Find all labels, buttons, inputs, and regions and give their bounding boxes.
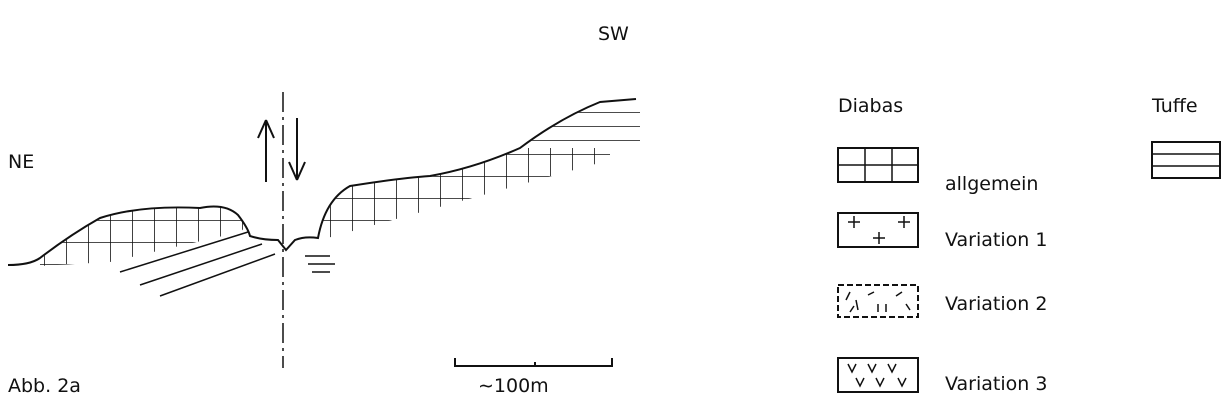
scale-label: ∼100m	[478, 375, 549, 397]
label-sw: SW	[598, 23, 629, 45]
caption: Abb. 2a	[8, 375, 81, 397]
scale-bar	[454, 358, 613, 367]
legend-title: Diabas	[838, 95, 903, 117]
legend-label: Variation 3	[945, 373, 1047, 395]
legend-swatch	[837, 284, 919, 318]
swatch-var3	[847, 363, 907, 388]
legend-swatch	[1151, 141, 1221, 179]
profile	[7, 98, 637, 266]
swatch-grid	[838, 148, 918, 182]
swatch-tuffe	[1152, 153, 1220, 167]
tuffe-left	[119, 231, 276, 297]
tuffe-small	[305, 255, 335, 273]
legend-swatch	[837, 357, 919, 393]
legend-swatch	[837, 212, 919, 248]
legend-title: Tuffe	[1151, 95, 1198, 117]
label-ne: NE	[8, 151, 34, 173]
legend-label: Variation 1	[945, 229, 1047, 251]
diabas-right	[318, 148, 610, 240]
arrow-down	[288, 118, 306, 181]
legend-label: Variation 2	[945, 293, 1047, 315]
swatch-var2	[845, 291, 911, 313]
legend-label: allgemein	[945, 173, 1038, 195]
arrow-up	[257, 119, 275, 182]
diabas-left	[40, 206, 244, 266]
swatch-var1	[848, 216, 910, 244]
tuffe-right	[520, 100, 640, 148]
